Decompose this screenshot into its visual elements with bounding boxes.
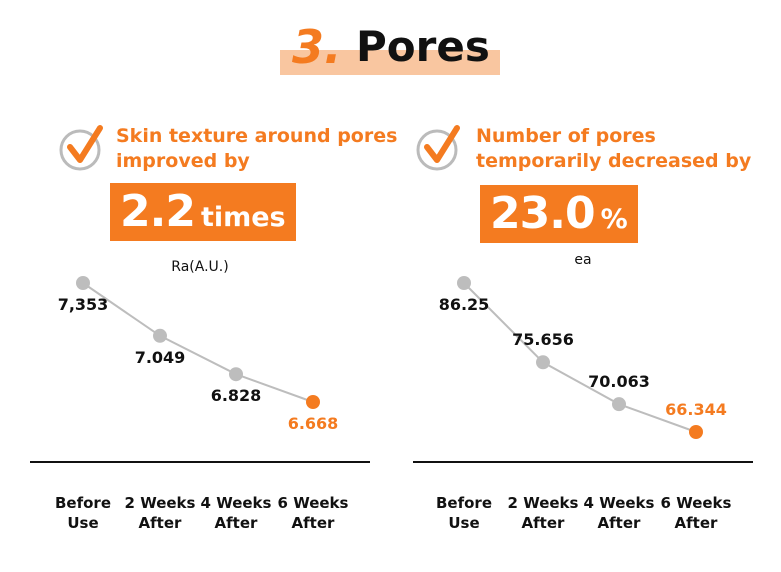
x-tick-label: 4 Weeks After [200, 494, 272, 532]
x-tick-label: 4 Weeks After [583, 494, 655, 532]
data-label: 70.063 [588, 372, 650, 392]
data-point [153, 328, 167, 343]
highlight-box: 2.2 times [110, 183, 296, 241]
chart-title: Number of pores temporarily decreased by [476, 125, 752, 172]
header-title: Pores [356, 22, 490, 71]
x-tick-label: 2 Weeks After [507, 494, 579, 532]
highlight-value: 23.0 [490, 188, 596, 239]
header-highlight [280, 50, 500, 75]
unit-label: Ra(A.U.) [171, 259, 229, 275]
chart-title: Skin texture around pores improved by [116, 125, 398, 172]
data-point [612, 397, 626, 412]
check-icon [59, 125, 103, 171]
data-label: 86.25 [438, 295, 490, 314]
data-point [76, 276, 90, 290]
data-point [689, 425, 703, 439]
data-label: 6.668 [287, 414, 339, 433]
data-point [229, 367, 243, 382]
x-tick-label: 6 Weeks After [660, 494, 732, 532]
data-point [457, 276, 471, 290]
data-line [82, 282, 314, 403]
highlight-box: 23.0% [480, 185, 638, 243]
data-line [463, 282, 697, 433]
header-number: 3. [292, 20, 342, 74]
x-tick-label: 6 Weeks After [277, 494, 349, 532]
data-label: 75.656 [512, 330, 574, 350]
data-label: 66.344 [665, 400, 727, 419]
data-point [536, 355, 550, 370]
data-label: 6.828 [210, 386, 262, 406]
x-tick-label: Before Use [435, 494, 492, 532]
data-label: 7.049 [134, 347, 186, 367]
x-tick-label: Before Use [54, 494, 111, 532]
x-tick-label: 2 Weeks After [124, 494, 196, 532]
check-icon [416, 125, 460, 171]
highlight-unit: times [200, 202, 286, 233]
highlight-value: 2.2 [120, 186, 196, 237]
data-point [306, 395, 320, 409]
unit-label: ea [574, 252, 592, 268]
data-label: 7,353 [57, 295, 109, 314]
highlight-unit: % [600, 204, 628, 235]
